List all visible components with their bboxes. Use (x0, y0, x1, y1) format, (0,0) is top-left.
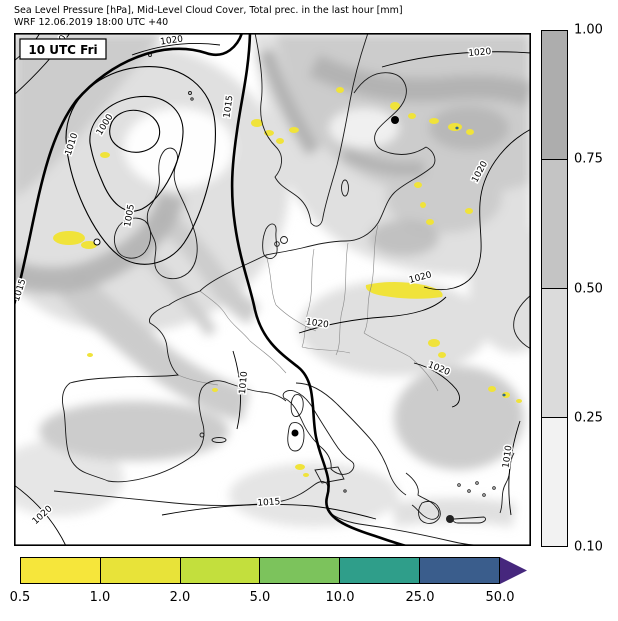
cloud-colorbar-tick: 0.50 (574, 281, 603, 296)
contour-label: 1015 (222, 95, 235, 119)
precip-colorbar-bar (20, 557, 500, 584)
isobar-layer (14, 33, 531, 546)
contour-label: 1020 (305, 317, 329, 330)
precip-colorbar-segment (21, 558, 100, 583)
precipitation-layer (53, 87, 522, 477)
precip-colorbar-tick: 2.0 (169, 590, 191, 605)
precip-colorbar-tick: 1.0 (89, 590, 111, 605)
heavy-precip-specks (455, 126, 506, 397)
cloud-colorbar-tick: 1.00 (574, 22, 603, 38)
valid-time-text: 10 UTC Fri (28, 43, 97, 57)
map-frame (14, 33, 531, 546)
station-markers (93, 116, 454, 523)
precip-colorbar-tick: 5.0 (249, 590, 271, 605)
cloud-colorbar-segment (542, 31, 567, 159)
contour-label: 1015 (257, 497, 281, 509)
map-canvas: 1020 1020 1010 1000 1005 1015 1020 1020 … (14, 33, 531, 546)
precip-colorbar-segment (419, 558, 499, 583)
cloud-colorbar-segment (542, 417, 567, 546)
precip-colorbar-tick: 10.0 (325, 590, 355, 605)
cloud-colorbar-segment (542, 159, 567, 288)
figure-title: Sea Level Pressure [hPa], Mid-Level Clou… (14, 5, 403, 16)
precip-colorbar-tick: 0.5 (9, 590, 31, 605)
cloud-colorbar-tick: 0.25 (574, 410, 603, 426)
precip-colorbar-segment (259, 558, 340, 583)
cloud-colorbar-ticks: 1.00 0.75 0.50 0.25 0.10 (574, 23, 614, 555)
cloud-colorbar-segment (542, 288, 567, 417)
valid-time-label: 10 UTC Fri (19, 38, 107, 60)
cloud-colorbar-tick: 0.75 (574, 151, 603, 167)
cloud-cover-colorbar (541, 30, 568, 547)
precip-colorbar-tick: 50.0 (485, 590, 515, 605)
cloud-colorbar-tick: 0.10 (574, 539, 603, 555)
precip-colorbar-segment (179, 558, 260, 583)
precip-colorbar-ticks: 0.5 1.0 2.0 5.0 10.0 25.0 50.0 (10, 590, 540, 610)
precip-colorbar: 0.5 1.0 2.0 5.0 10.0 25.0 50.0 (10, 557, 560, 617)
weather-map: 1020 1020 1010 1000 1005 1015 1020 1020 … (14, 33, 531, 546)
cloud-cover-layer (14, 33, 531, 527)
contour-label: 1010 (238, 371, 250, 395)
precip-colorbar-overflow-arrow (500, 557, 527, 584)
precip-colorbar-tick: 25.0 (405, 590, 435, 605)
contour-label: 1010 (501, 444, 514, 468)
figure-subtitle: WRF 12.06.2019 18:00 UTC +40 (14, 17, 169, 28)
precip-colorbar-segment (339, 558, 420, 583)
contour-label: 1020 (160, 34, 184, 47)
contour-label: 1020 (468, 47, 492, 59)
precip-colorbar-segment (99, 558, 180, 583)
